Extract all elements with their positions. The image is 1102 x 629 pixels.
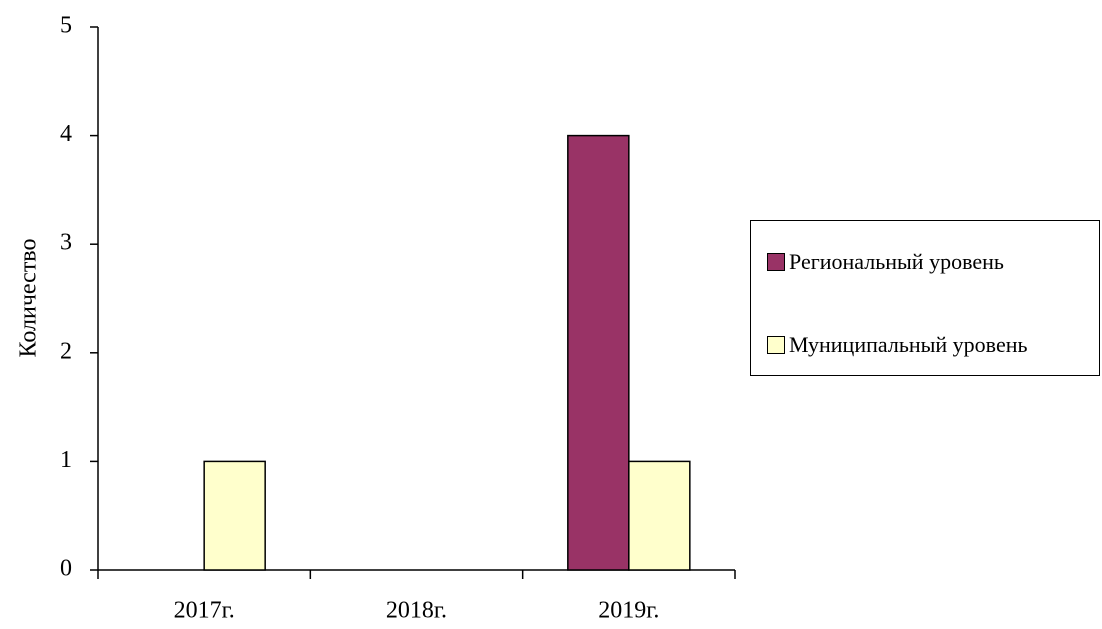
- x-tick-label: 2019г.: [598, 598, 659, 624]
- bar: [628, 460, 691, 571]
- legend-entry: Региональный уровень: [767, 249, 1029, 274]
- legend-swatch: [767, 336, 785, 354]
- legend-label: Муниципальный уровень: [789, 332, 1028, 357]
- y-tick-label: 1: [60, 447, 72, 473]
- x-tick-label: 2017г.: [174, 598, 235, 624]
- legend-label: Региональный уровень: [789, 249, 1004, 274]
- legend-swatch: [767, 253, 785, 271]
- y-tick-label: 2: [60, 338, 72, 364]
- legend: Региональный уровень Муниципальный уровен…: [750, 220, 1100, 376]
- x-tick-label: 2018г.: [386, 598, 447, 624]
- legend-entry: Муниципальный уровень: [767, 332, 1029, 357]
- y-tick-label: 4: [60, 121, 72, 147]
- bar: [567, 134, 630, 571]
- bar: [203, 460, 266, 571]
- y-tick-label: 0: [60, 556, 72, 582]
- y-axis-label: Количество: [16, 239, 42, 358]
- y-tick-label: 5: [60, 13, 72, 39]
- y-tick-label: 3: [60, 230, 72, 256]
